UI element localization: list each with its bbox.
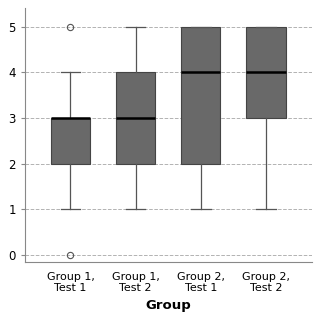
PathPatch shape [181, 27, 220, 164]
PathPatch shape [51, 118, 90, 164]
PathPatch shape [116, 72, 155, 164]
PathPatch shape [246, 27, 285, 118]
X-axis label: Group: Group [145, 299, 191, 312]
